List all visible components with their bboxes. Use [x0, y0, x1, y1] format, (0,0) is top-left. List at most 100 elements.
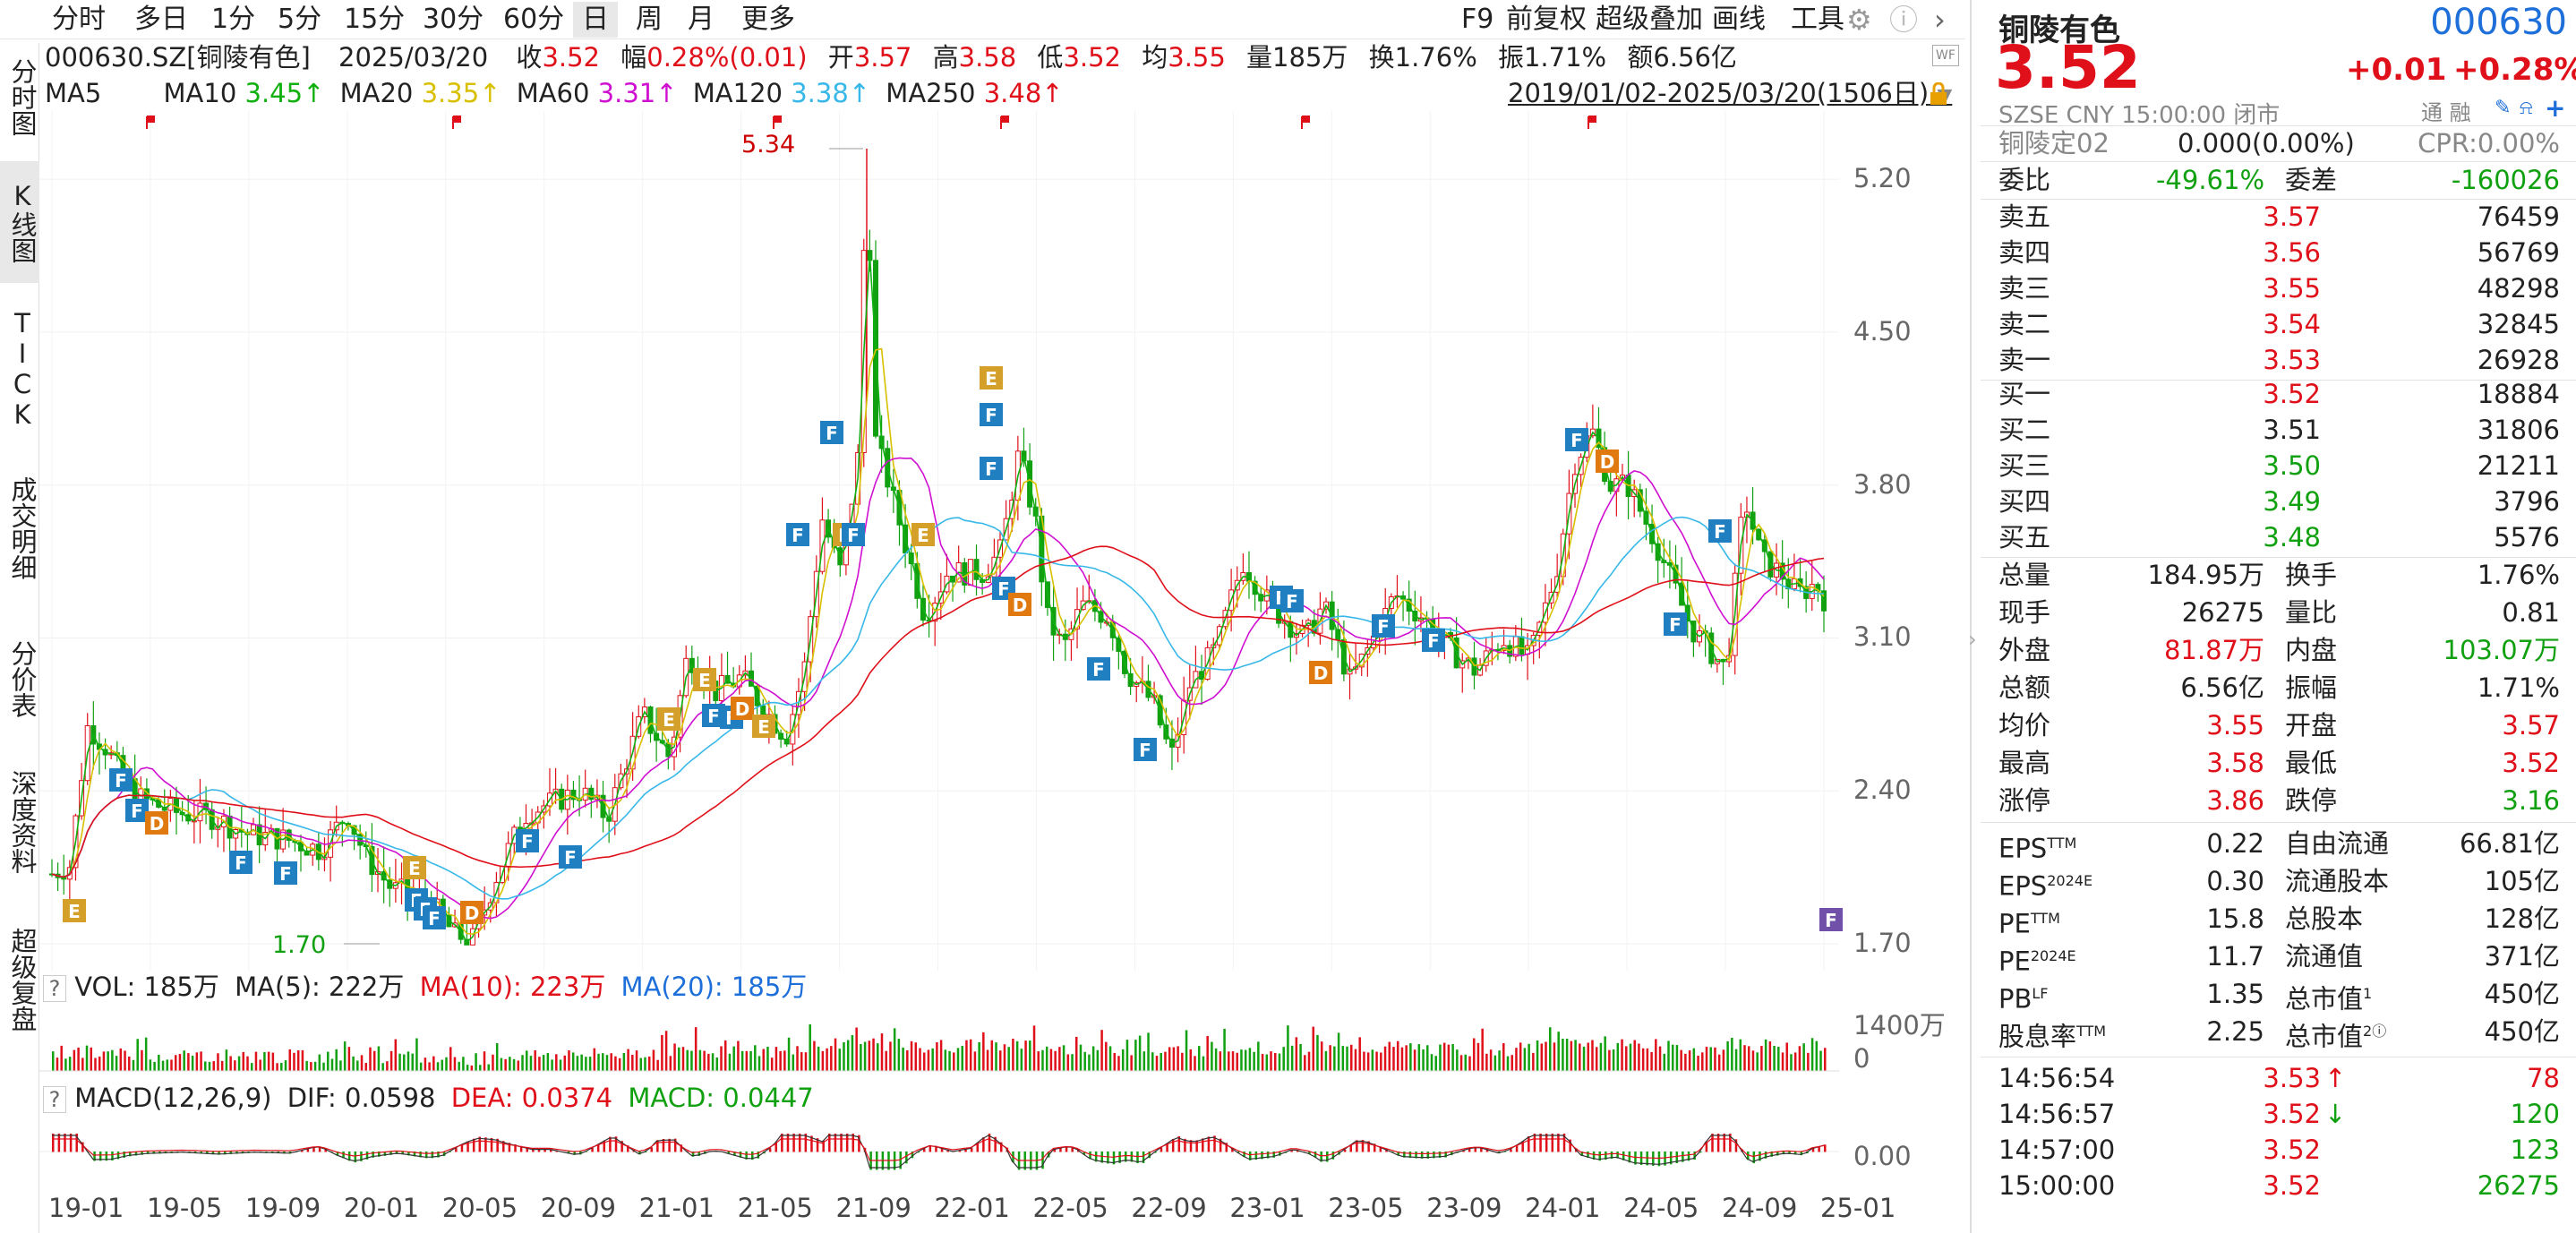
period-tab[interactable]: 月: [688, 4, 715, 35]
ma20-line: [51, 347, 1825, 935]
volume-chart[interactable]: [39, 1003, 1964, 1075]
bid-row[interactable]: 买四 3.49 3796: [1998, 484, 2560, 519]
period-tab[interactable]: 更多: [741, 4, 795, 35]
bid-row[interactable]: 买一 3.52 18884: [1998, 376, 2560, 412]
macd-help-icon[interactable]: ?: [43, 1086, 66, 1113]
toolbar-item[interactable]: F9: [1461, 4, 1494, 35]
volume-bar: [313, 1061, 317, 1071]
event-tag-f[interactable]: [423, 906, 446, 929]
event-tag-f[interactable]: [820, 421, 843, 444]
help-icon[interactable]: ⓘ: [1889, 3, 1919, 37]
period-tab[interactable]: 日: [573, 2, 618, 38]
event-tag-d[interactable]: [1008, 593, 1031, 616]
bid-row[interactable]: 买三 3.50 21211: [1998, 448, 2560, 484]
fundamental-sup: TTM: [2076, 1023, 2107, 1040]
event-tag-f[interactable]: [980, 457, 1003, 480]
left-nav-item[interactable]: TICK: [7, 308, 38, 430]
event-tag-e[interactable]: [657, 707, 680, 731]
event-tag-e[interactable]: [980, 366, 1003, 390]
volume-bar: [1299, 1043, 1302, 1071]
macd-chart[interactable]: [39, 1116, 1964, 1193]
left-nav-item[interactable]: K线图: [0, 161, 39, 283]
flag-icon[interactable]: [1588, 116, 1596, 129]
event-tag-f[interactable]: [1372, 614, 1395, 638]
period-tab[interactable]: 60分: [503, 4, 565, 35]
period-tab[interactable]: 周: [636, 4, 663, 35]
event-tag-d[interactable]: [145, 811, 168, 835]
web-flag-icon[interactable]: WF: [1932, 45, 1959, 66]
ask-row[interactable]: 卖三 3.55 48298: [1998, 270, 2560, 306]
event-tag-f[interactable]: [274, 861, 297, 885]
edit-icon[interactable]: ✎: [2495, 97, 2512, 119]
event-tag-f[interactable]: [980, 403, 1003, 426]
event-tag-f[interactable]: [229, 851, 252, 874]
event-tag-f[interactable]: [1087, 657, 1110, 681]
flag-icon[interactable]: [1301, 116, 1310, 129]
event-tag-f[interactable]: [516, 829, 539, 852]
collapse-arrow-icon[interactable]: ›: [1968, 627, 1977, 652]
flag-icon[interactable]: [773, 116, 782, 129]
flag-icon[interactable]: [452, 116, 461, 129]
ask-row[interactable]: 卖五 3.57 76459: [1998, 199, 2560, 235]
event-tag-f[interactable]: [842, 523, 865, 546]
event-tag-f[interactable]: [125, 799, 149, 822]
event-tag-f[interactable]: [1280, 589, 1304, 612]
volume-bar: [749, 1050, 752, 1071]
ask-row[interactable]: 卖一 3.53 26928: [1998, 342, 2560, 378]
toolbar-item[interactable]: 工具: [1791, 4, 1844, 35]
event-tag-e[interactable]: [403, 856, 426, 879]
event-tag-f[interactable]: [109, 768, 133, 792]
period-tab[interactable]: 1分: [211, 4, 256, 35]
period-tab[interactable]: 分时: [52, 4, 106, 35]
event-tag-f[interactable]: [1664, 612, 1687, 636]
bell-icon[interactable]: ⍾: [2520, 97, 2533, 119]
ma5-label: MA5: [45, 78, 102, 108]
left-nav-item[interactable]: 深度资料: [7, 770, 38, 874]
event-tag-e[interactable]: [911, 523, 935, 546]
period-tab[interactable]: 30分: [423, 4, 484, 35]
left-nav-item[interactable]: 成交明细: [7, 476, 38, 580]
event-tag-e[interactable]: [693, 668, 716, 691]
lock-icon[interactable]: [1929, 81, 1948, 106]
event-tag-f[interactable]: [559, 845, 582, 869]
volume-bar: [922, 1052, 926, 1071]
event-tag-f[interactable]: [1819, 908, 1843, 931]
event-tag-d[interactable]: [731, 697, 754, 720]
left-nav-item[interactable]: 超级复盘: [7, 928, 38, 1032]
event-tag-e[interactable]: [63, 899, 86, 922]
period-tab[interactable]: 5分: [278, 4, 322, 35]
period-tab[interactable]: 多日: [134, 4, 188, 35]
volume-bar: [1532, 1052, 1535, 1071]
event-tag-f[interactable]: [1708, 519, 1732, 543]
volume-bar: [902, 1047, 904, 1071]
kline-chart[interactable]: EFFDFFEFFFDFFEEFFDEFEFFEEFFFDFFFFDFFFDFF…: [39, 111, 1964, 971]
ask-row[interactable]: 卖二 3.54 32845: [1998, 306, 2560, 342]
event-tag-d[interactable]: [460, 901, 484, 924]
macd-bar: [1207, 1136, 1211, 1152]
volume-bar: [509, 1057, 511, 1071]
toolbar-item[interactable]: 前复权: [1506, 4, 1587, 35]
ask-row[interactable]: 卖四 3.56 56769: [1998, 235, 2560, 270]
toolbar-item[interactable]: 超级叠加: [1596, 4, 1703, 35]
period-tab[interactable]: 15分: [344, 4, 406, 35]
add-icon[interactable]: +: [2545, 93, 2566, 123]
event-tag-f[interactable]: [1134, 738, 1157, 761]
chevron-right-icon[interactable]: ›: [1934, 3, 1946, 37]
event-tag-f[interactable]: [1422, 629, 1445, 652]
flag-icon[interactable]: [146, 116, 155, 129]
vol-help-icon[interactable]: ?: [43, 975, 66, 1002]
settings-gear-icon[interactable]: ⚙: [1846, 3, 1872, 37]
left-nav-item[interactable]: 分价表: [7, 639, 38, 718]
event-tag-e[interactable]: [752, 715, 775, 738]
event-tag-d[interactable]: [1309, 661, 1332, 684]
event-tag-f[interactable]: [1565, 428, 1588, 451]
time-axis-tick: 24-05: [1623, 1193, 1699, 1223]
toolbar-item[interactable]: 画线: [1712, 4, 1766, 35]
bid-row[interactable]: 买五 3.48 5576: [1998, 519, 2560, 555]
event-tag-f[interactable]: [786, 523, 809, 546]
flag-icon[interactable]: [1000, 116, 1009, 129]
event-tag-d[interactable]: [1596, 450, 1619, 473]
bid-row[interactable]: 买二 3.51 31806: [1998, 412, 2560, 448]
date-range-selector[interactable]: 2019/01/02-2025/03/20(1506日) ▼: [1508, 75, 1952, 115]
left-nav-item[interactable]: 分时图: [7, 57, 38, 136]
